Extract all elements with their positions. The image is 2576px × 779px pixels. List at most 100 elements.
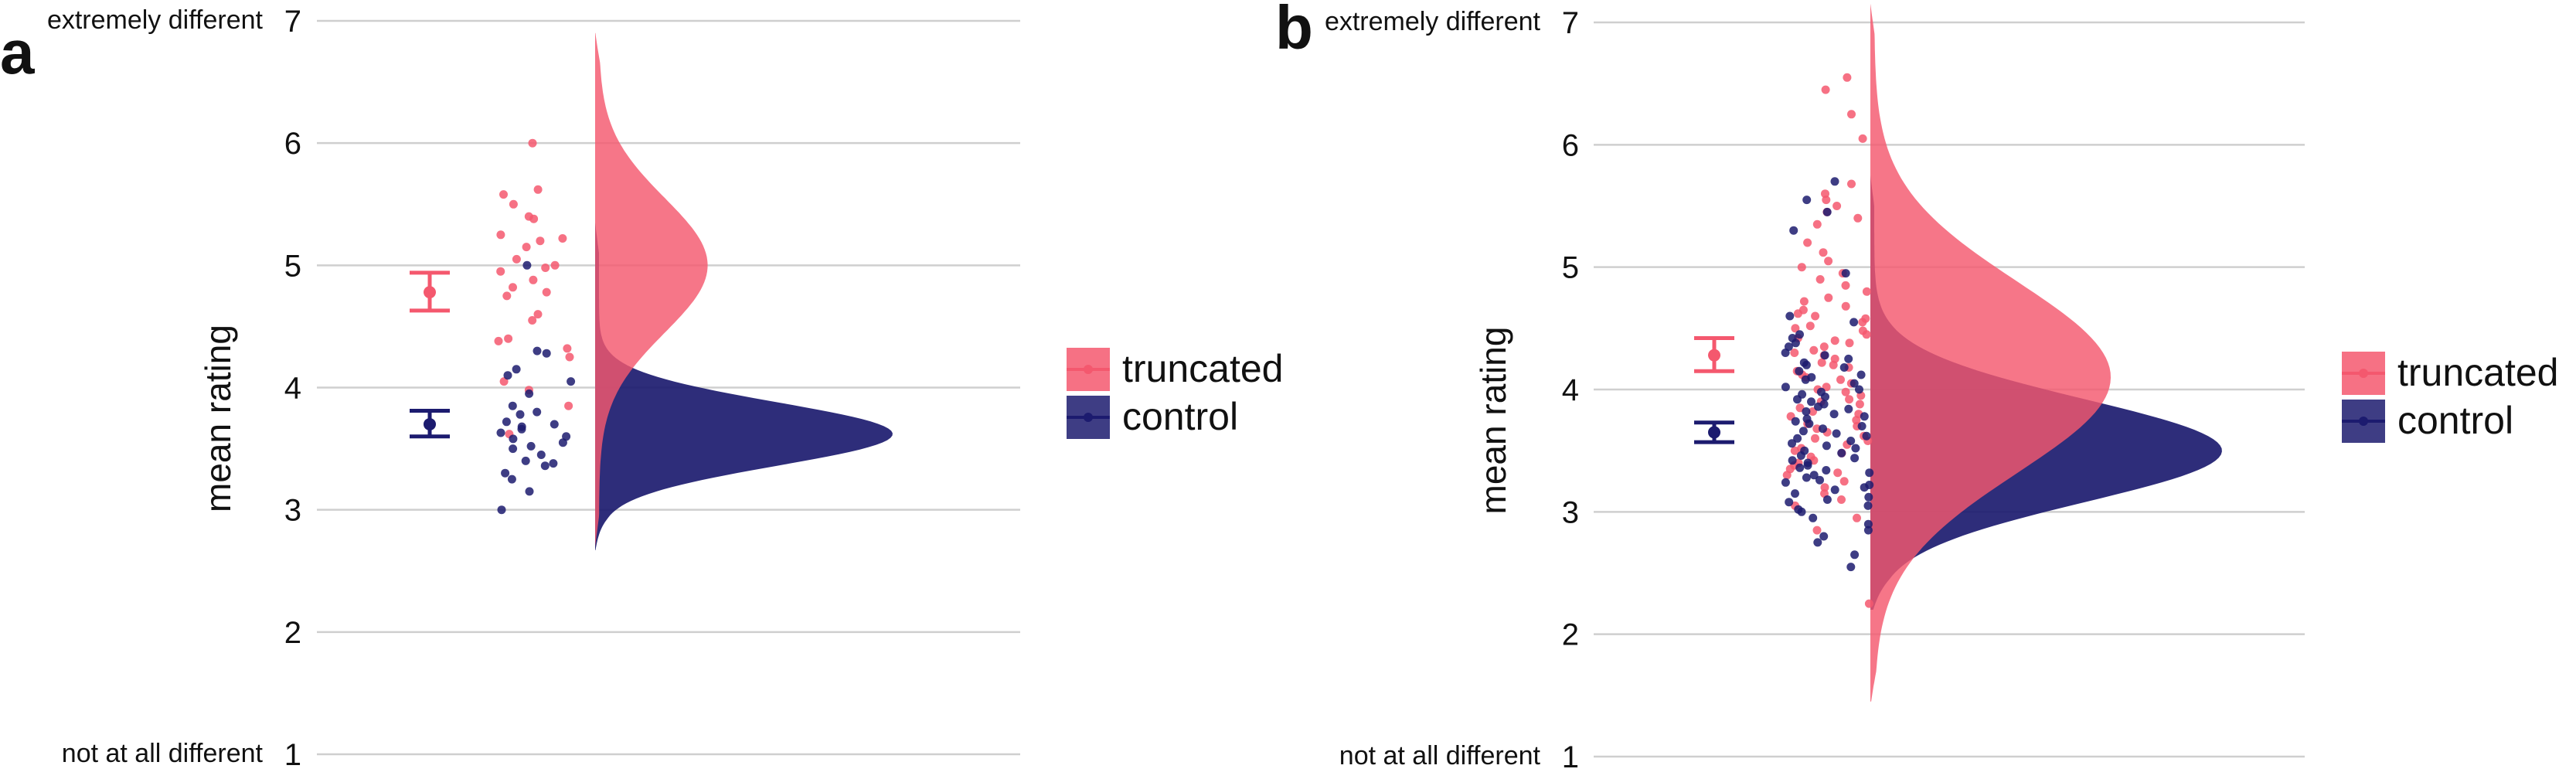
point-control: [1807, 397, 1815, 407]
point-control: [1795, 463, 1805, 472]
point-control: [1829, 410, 1839, 419]
panel-a: 1 2 3 4 5 6 7 extremely different not at all dif…: [0, 5, 1283, 772]
point-control: [1849, 379, 1859, 388]
point-truncated: [1862, 287, 1871, 296]
point-control: [1791, 417, 1800, 426]
ytick-annotation-bottom: not at all different: [62, 739, 264, 768]
legend-label-truncated: truncated: [1122, 347, 1283, 390]
point-control: [533, 407, 542, 417]
point-truncated: [1821, 85, 1830, 94]
point-control: [1849, 318, 1859, 327]
point-control: [1844, 404, 1853, 413]
point-truncated: [1843, 73, 1852, 82]
point-control: [1822, 207, 1832, 216]
ytick-label-4: 4: [1562, 373, 1579, 407]
point-control: [1850, 454, 1860, 463]
point-control: [1802, 407, 1811, 416]
mean-point-truncated: [1708, 349, 1720, 362]
point-truncated: [1797, 263, 1806, 272]
point-truncated: [1811, 434, 1819, 443]
point-truncated: [496, 267, 505, 276]
point-control: [1793, 434, 1802, 443]
ytick-label-1: 1: [1562, 740, 1579, 774]
point-truncated: [1799, 297, 1809, 306]
ytick-label-6: 6: [284, 127, 301, 161]
point-truncated: [1812, 526, 1822, 535]
point-control: [1860, 483, 1869, 492]
mean-point-truncated: [424, 286, 436, 299]
ytick-label-2: 2: [1562, 618, 1579, 652]
point-control: [1809, 513, 1818, 522]
point-truncated: [528, 138, 537, 148]
point-control: [525, 487, 534, 496]
point-control: [1781, 383, 1790, 392]
point-truncated: [512, 254, 521, 264]
point-control: [516, 410, 525, 419]
point-truncated: [1811, 311, 1820, 321]
point-truncated: [1817, 358, 1826, 367]
point-control: [1860, 412, 1869, 421]
point-control: [1846, 563, 1856, 572]
y-axis-title: mean rating: [198, 325, 238, 512]
point-truncated: [1803, 238, 1812, 247]
point-truncated: [502, 291, 512, 301]
ytick-label-7: 7: [284, 5, 301, 39]
point-control: [507, 475, 516, 484]
point-control: [1851, 444, 1860, 453]
point-truncated: [1819, 342, 1829, 352]
point-truncated: [550, 260, 560, 270]
point-control: [496, 428, 505, 437]
point-control: [512, 365, 521, 374]
ytick-label-5: 5: [1562, 251, 1579, 285]
ytick-annotation-top: extremely different: [1325, 7, 1541, 36]
point-truncated: [565, 352, 574, 362]
ytick-label-5: 5: [284, 249, 301, 283]
point-control: [1864, 492, 1873, 502]
legend-label-control: control: [1122, 395, 1238, 438]
point-control: [567, 377, 576, 386]
point-control: [1802, 196, 1812, 205]
ytick-annotation-top: extremely different: [47, 5, 264, 35]
point-truncated: [522, 243, 531, 252]
panel-letter: a: [0, 18, 35, 87]
point-control: [509, 444, 518, 454]
point-control: [1820, 351, 1829, 360]
point-truncated: [536, 236, 545, 246]
point-control: [1788, 439, 1796, 448]
point-control: [525, 389, 534, 398]
point-control: [1821, 393, 1829, 401]
point-control: [1850, 550, 1860, 560]
point-truncated: [1853, 213, 1863, 223]
point-truncated: [1845, 338, 1854, 348]
point-truncated: [1795, 403, 1805, 413]
point-control: [526, 441, 536, 451]
point-truncated: [1820, 483, 1829, 492]
point-control: [1813, 538, 1822, 547]
point-truncated: [533, 185, 543, 194]
point-control: [1809, 471, 1819, 480]
point-truncated: [1858, 134, 1867, 143]
point-truncated: [1841, 301, 1850, 311]
point-truncated: [1858, 318, 1867, 327]
ytick-label-4: 4: [284, 372, 301, 406]
point-truncated: [1809, 345, 1819, 355]
point-truncated: [1841, 387, 1850, 396]
point-control: [1844, 354, 1853, 363]
density-truncated: [595, 32, 708, 547]
point-control: [1793, 395, 1802, 404]
point-control: [522, 260, 532, 270]
point-truncated: [1837, 495, 1846, 504]
point-control: [1863, 526, 1873, 535]
point-control: [1789, 226, 1798, 235]
point-control: [501, 468, 510, 478]
ytick-label-2: 2: [284, 616, 301, 650]
point-truncated: [1819, 248, 1828, 257]
point-truncated: [1805, 321, 1815, 331]
point-truncated: [564, 401, 573, 410]
point-truncated: [494, 336, 503, 345]
point-control: [549, 459, 558, 468]
point-control: [1822, 466, 1831, 475]
point-control: [558, 438, 567, 447]
